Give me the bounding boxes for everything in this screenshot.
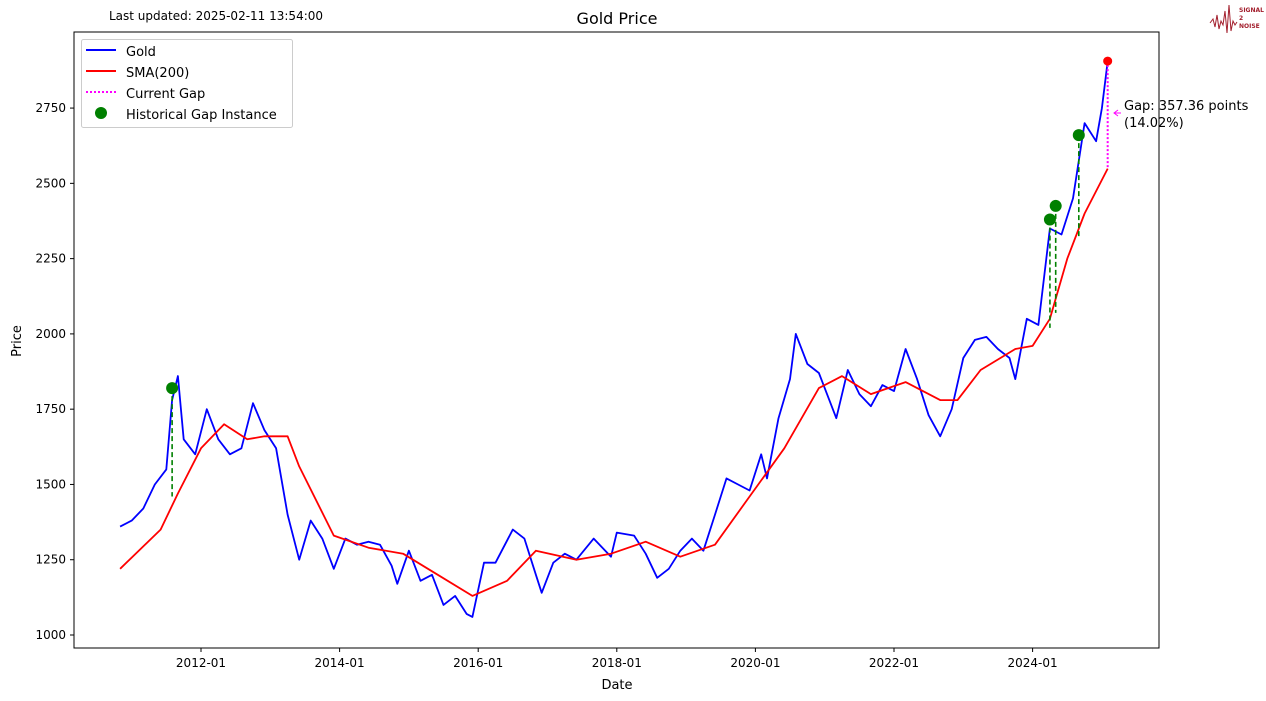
gold-price-line [119,60,1109,618]
logo-text: 2 [1239,15,1243,22]
logo-text: SIGNAL [1239,7,1264,14]
signal2noise-logo: SIGNAL 2 NOISE [1209,4,1264,34]
y-tick-label: 1250 [35,553,66,567]
x-tick-label: 2022-01 [869,656,919,670]
x-tick-label: 2024-01 [1008,656,1058,670]
x-tick-label: 2020-01 [730,656,780,670]
historical-gap-marker [1043,213,1056,226]
current-gap-annotation-line2: (14.02%) [1124,116,1184,131]
legend-current-gap-label: Current Gap [126,87,205,102]
legend: Gold SMA(200) Current Gap Historical Gap… [81,39,293,128]
x-tick-label: 2018-01 [592,656,642,670]
x-axis: 2012-01 2014-01 2016-01 2018-01 2020-01 2022-… [176,648,1058,670]
y-tick-label: 1750 [35,402,66,416]
historical-gap-marker [1049,199,1062,212]
last-updated-text: Last updated: 2025-02-11 13:54:00 [109,9,323,23]
legend-gold-label: Gold [126,45,156,60]
historical-gap-marker [1072,129,1085,142]
logo-waveform [1209,4,1238,34]
chart-title: Gold Price [577,9,658,28]
logo-text: NOISE [1239,23,1260,30]
y-tick-label: 2500 [35,176,66,190]
y-tick-label: 2750 [35,101,66,115]
current-gap-annotation-line1: Gap: 357.36 points [1124,99,1249,114]
legend-box [81,39,293,128]
x-axis-label: Date [601,678,632,693]
y-tick-label: 1500 [35,477,66,491]
y-tick-label: 2250 [35,252,66,266]
x-tick-label: 2012-01 [176,656,226,670]
y-axis-label: Price [10,325,25,357]
legend-historical-gap-label: Historical Gap Instance [126,108,277,123]
legend-sma-label: SMA(200) [126,66,189,81]
x-tick-label: 2016-01 [453,656,503,670]
y-tick-label: 1000 [35,628,66,642]
current-price-marker [1103,56,1113,66]
plot-area [119,56,1121,618]
y-tick-label: 2000 [35,327,66,341]
legend-historical-gap-swatch [95,107,107,119]
x-tick-label: 2014-01 [315,656,365,670]
y-axis: 1000 1250 1500 1750 2000 2250 2500 2750 [35,101,74,642]
historical-gap-marker [166,382,179,395]
sma-200-line [119,168,1109,597]
annotation-arrow-icon [1113,109,1121,117]
